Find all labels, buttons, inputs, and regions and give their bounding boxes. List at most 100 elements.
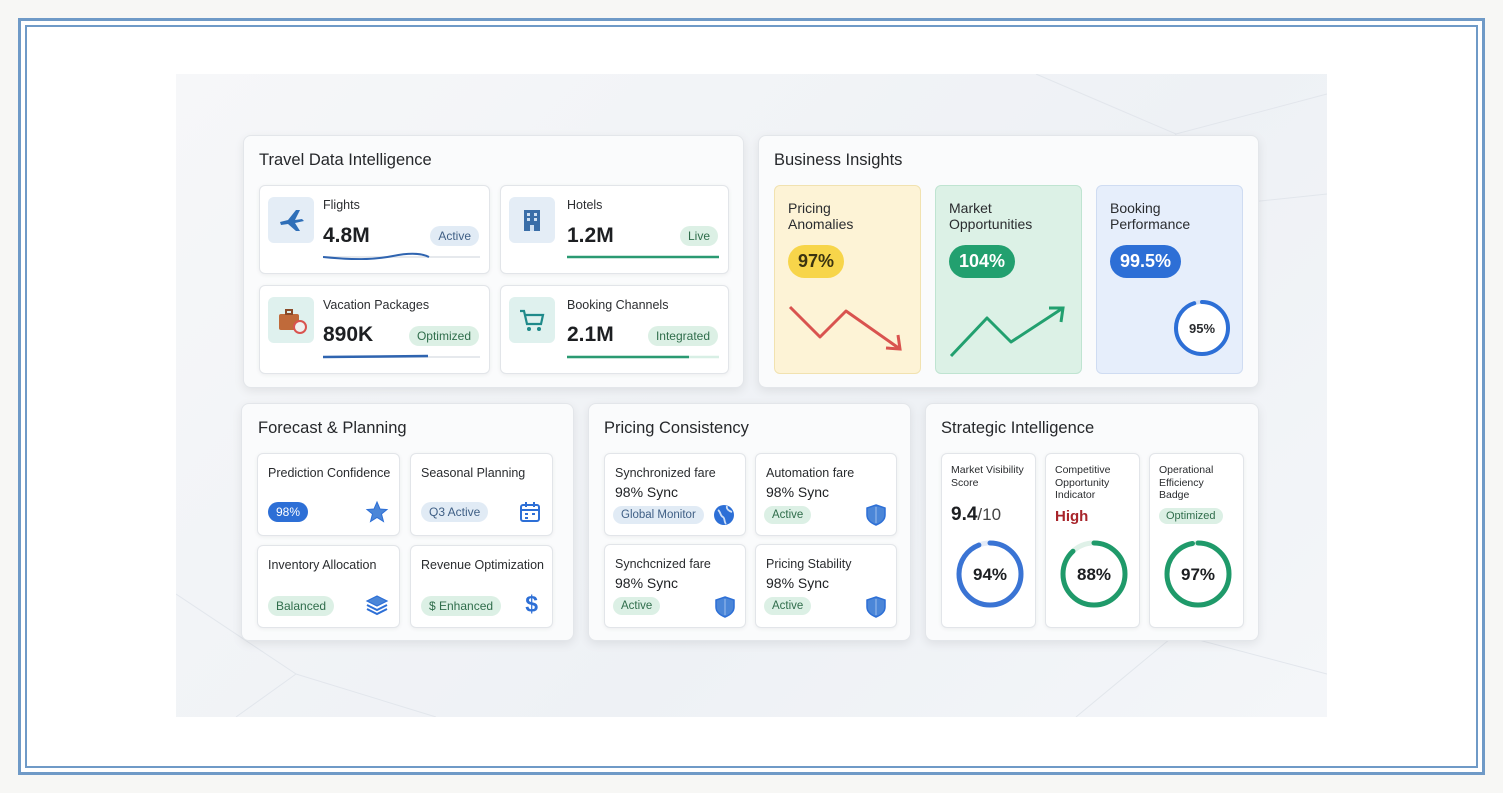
layers-icon: [365, 595, 389, 616]
market-opportunities-card[interactable]: Market Opportunities 104%: [935, 185, 1082, 374]
globe-icon: [714, 505, 734, 525]
prediction-confidence-card[interactable]: Prediction Confidence 98%: [257, 453, 400, 536]
automation-fare-card[interactable]: Automation fare 98% Sync Active: [755, 453, 897, 536]
operational-efficiency-title: Operational Efficiency Badge: [1159, 464, 1214, 501]
pricing-panel-title: Pricing Consistency: [604, 419, 749, 437]
synchronized-fare-title: Synchronized fare: [615, 466, 716, 480]
hotels-progress-line: [567, 255, 719, 259]
vacation-packages-value: 890K: [323, 323, 374, 346]
prediction-confidence-badge: 98%: [268, 502, 309, 522]
booking-channels-card[interactable]: Booking Channels 2.1M Integrated: [500, 285, 729, 374]
hotels-value: 1.2M: [567, 224, 614, 247]
pricing-anomalies-card[interactable]: Pricing Anomalies 97%: [774, 185, 921, 374]
shopping-cart-icon: [509, 297, 555, 343]
market-visibility-card[interactable]: Market Visibility Score 9.4/10 94%: [941, 453, 1036, 628]
synchcnized-fare-value: 98% Sync: [615, 575, 679, 591]
market-visibility-ring-label: 94%: [973, 565, 1007, 584]
synchcnized-fare-badge: Active: [613, 597, 661, 615]
synchronized-fare-card[interactable]: Synchronized fare 98% Sync Global Monito…: [604, 453, 746, 536]
trend-up-icon: [949, 306, 1065, 358]
synchronized-fare-badge: Global Monitor: [613, 506, 704, 524]
flights-card[interactable]: Flights 4.8M Active: [259, 185, 490, 274]
booking-performance-title: Booking Performance: [1110, 200, 1191, 232]
competitive-opportunity-ring-label: 88%: [1077, 565, 1111, 584]
forecast-panel-title: Forecast & Planning: [258, 419, 407, 437]
booking-channels-value: 2.1M: [567, 323, 614, 346]
synchronized-fare-value: 98% Sync: [615, 484, 679, 500]
trend-down-icon: [788, 305, 902, 351]
vacation-packages-status-badge: Optimized: [408, 326, 479, 346]
vacation-packages-label: Vacation Packages: [323, 298, 430, 312]
pricing-anomalies-value: 97%: [788, 245, 845, 278]
seasonal-planning-card[interactable]: Seasonal Planning Q3 Active: [410, 453, 553, 536]
operational-efficiency-ring: 97%: [1164, 540, 1232, 608]
inventory-allocation-badge: Balanced: [268, 596, 335, 616]
operational-efficiency-ring-label: 97%: [1181, 565, 1215, 584]
dashboard-canvas: Travel Data Intelligence Flights 4.8M Ac…: [176, 74, 1327, 717]
booking-performance-value: 99.5%: [1110, 245, 1182, 278]
market-opportunities-value: 104%: [949, 245, 1016, 278]
vacation-packages-card[interactable]: Vacation Packages 890K Optimized: [259, 285, 490, 374]
market-visibility-title: Market Visibility Score: [951, 464, 1024, 489]
market-visibility-ring: 94%: [956, 540, 1024, 608]
hotels-label: Hotels: [567, 198, 603, 212]
hotel-building-icon: [509, 197, 555, 243]
strategic-intelligence-panel: Strategic Intelligence Market Visibility…: [925, 403, 1259, 641]
booking-channels-label: Booking Channels: [567, 298, 669, 312]
competitive-opportunity-ring: 88%: [1060, 540, 1128, 608]
synchcnized-fare-title: Synchcnized fare: [615, 557, 711, 571]
booking-performance-card[interactable]: Booking Performance 99.5% 95%: [1096, 185, 1243, 374]
market-visibility-score-value: 9.4: [951, 504, 978, 525]
strategic-panel-title: Strategic Intelligence: [941, 419, 1095, 437]
inventory-allocation-card[interactable]: Inventory Allocation Balanced: [257, 545, 400, 628]
flights-status-badge: Active: [430, 226, 479, 246]
pricing-anomalies-title: Pricing Anomalies: [788, 200, 854, 232]
forecast-planning-panel: Forecast & Planning Prediction Confidenc…: [241, 403, 574, 641]
inventory-allocation-title: Inventory Allocation: [268, 558, 377, 572]
synchcnized-fare-card[interactable]: Synchcnized fare 98% Sync Active: [604, 544, 746, 628]
market-visibility-score: 9.4/10: [951, 504, 1001, 526]
booking-performance-ring-label: 95%: [1189, 321, 1215, 336]
pricing-consistency-panel: Pricing Consistency Synchronized fare 98…: [588, 403, 911, 641]
booking-channels-status-badge: Integrated: [647, 326, 718, 346]
flights-value: 4.8M: [323, 224, 370, 247]
travel-panel-title: Travel Data Intelligence: [259, 151, 432, 169]
pricing-stability-card[interactable]: Pricing Stability 98% Sync Active: [755, 544, 897, 628]
market-visibility-score-suffix: /10: [977, 505, 1002, 524]
calendar-icon: [520, 502, 540, 522]
automation-fare-title: Automation fare: [766, 466, 855, 480]
business-panel-title: Business Insights: [774, 151, 903, 169]
competitive-opportunity-level: High: [1055, 508, 1089, 525]
shield-icon: [866, 504, 886, 526]
automation-fare-badge: Active: [764, 506, 812, 524]
revenue-optimization-badge: $ Enhanced: [421, 596, 502, 616]
pricing-stability-title: Pricing Stability: [766, 557, 852, 571]
prediction-confidence-title: Prediction Confidence: [268, 466, 391, 480]
star-icon: [365, 500, 389, 523]
vacation-packages-progress-line: [323, 354, 480, 359]
business-insights-panel: Business Insights Pricing Anomalies 97% …: [758, 135, 1259, 388]
hotels-card[interactable]: Hotels 1.2M Live: [500, 185, 729, 274]
seasonal-planning-title: Seasonal Planning: [421, 466, 526, 480]
airplane-icon: [268, 197, 314, 243]
operational-efficiency-card[interactable]: Operational Efficiency Badge Optimized 9…: [1149, 453, 1244, 628]
automation-fare-value: 98% Sync: [766, 484, 830, 500]
flights-label: Flights: [323, 198, 360, 212]
flights-sparkline: [323, 252, 480, 260]
market-opportunities-title: Market Opportunities: [949, 200, 1033, 232]
pricing-stability-value: 98% Sync: [766, 575, 830, 591]
pricing-stability-badge: Active: [764, 597, 812, 615]
revenue-optimization-card[interactable]: Revenue Optimization $ Enhanced $: [410, 545, 553, 628]
shield-icon: [866, 596, 886, 618]
operational-efficiency-badge: Optimized: [1159, 508, 1223, 524]
competitive-opportunity-title: Competitive Opportunity Indicator: [1055, 464, 1111, 501]
booking-performance-ring: 95%: [1174, 300, 1230, 356]
travel-data-panel: Travel Data Intelligence Flights 4.8M Ac…: [243, 135, 744, 388]
hotels-status-badge: Live: [679, 226, 718, 246]
competitive-opportunity-card[interactable]: Competitive Opportunity Indicator High 8…: [1045, 453, 1140, 628]
luggage-icon: [268, 297, 314, 343]
shield-icon: [715, 596, 735, 618]
revenue-optimization-title: Revenue Optimization: [421, 558, 544, 572]
dollar-icon: $: [525, 591, 538, 617]
booking-channels-progress-line: [567, 355, 719, 359]
